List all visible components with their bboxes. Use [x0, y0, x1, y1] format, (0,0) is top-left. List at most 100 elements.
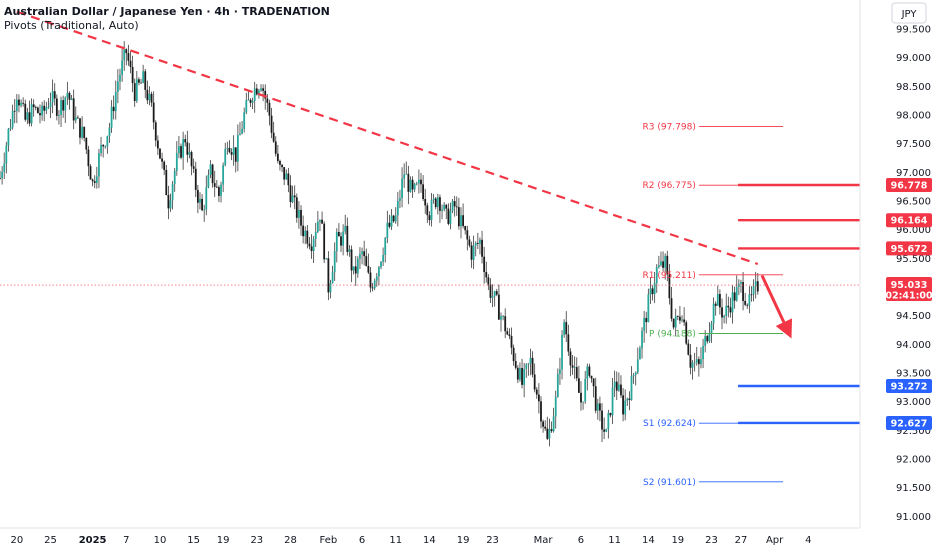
candle-body — [651, 288, 654, 295]
candle-body — [106, 136, 109, 147]
candle-body — [156, 140, 159, 149]
candle-body — [426, 205, 429, 216]
candle-body — [594, 386, 597, 411]
candle-body — [144, 71, 147, 90]
x-tick-label: Mar — [534, 535, 554, 546]
candle-body — [683, 319, 686, 323]
candle-body — [325, 258, 328, 260]
candle-body — [230, 152, 233, 155]
forecast-arrow-shaft — [760, 274, 786, 323]
candle-body — [546, 428, 549, 439]
candle-body — [554, 396, 557, 417]
candle-body — [735, 287, 738, 301]
candle-body — [540, 401, 542, 422]
candle-body — [316, 221, 319, 232]
candle-body — [348, 249, 351, 252]
forecast-arrow[interactable] — [760, 274, 793, 339]
candle-body — [668, 274, 671, 299]
candle-body — [756, 281, 759, 292]
candle-body — [424, 199, 427, 206]
level-price-tag — [886, 415, 932, 430]
candle-body — [407, 173, 410, 192]
candle-body — [382, 254, 385, 262]
candle-body — [394, 215, 397, 222]
downtrend-line[interactable] — [16, 10, 759, 266]
candle-body — [466, 230, 469, 240]
candle-body — [125, 49, 128, 54]
candle-body — [100, 144, 102, 154]
candle-body — [580, 392, 582, 403]
candle-body — [544, 426, 547, 429]
candle-body — [350, 249, 353, 271]
candle-body — [30, 104, 33, 124]
indicator-label[interactable]: Pivots (Traditional, Auto) — [4, 19, 139, 32]
chart-header: Australian Dollar / Japanese Yen · 4h · … — [4, 5, 330, 32]
candle-body — [569, 351, 572, 366]
candle-body — [83, 126, 86, 138]
candle-body — [241, 128, 243, 134]
candle-body — [662, 261, 664, 268]
candle-body — [390, 215, 393, 227]
candle-body — [298, 209, 300, 218]
y-tick-label: 94.500 — [896, 311, 931, 322]
x-tick-label: 23 — [486, 535, 499, 546]
candle-body — [634, 372, 637, 376]
candle-body — [577, 378, 580, 393]
candle-body — [192, 166, 195, 169]
candle-body — [702, 345, 704, 360]
candle-body — [127, 53, 130, 61]
candle-body — [165, 169, 168, 196]
candle-body — [302, 225, 305, 237]
candle-body — [670, 298, 673, 319]
candle-body — [251, 100, 254, 103]
candle-body — [327, 258, 330, 293]
candle-body — [750, 294, 753, 296]
level-price-tag — [886, 379, 932, 394]
candle-body — [211, 164, 214, 184]
candle-body — [664, 255, 667, 268]
candle-body — [700, 359, 702, 365]
candle-body — [523, 368, 526, 385]
candle-body — [285, 173, 288, 180]
candle-body — [361, 251, 363, 255]
candle-body — [354, 266, 357, 274]
candle-body — [110, 106, 113, 128]
candle-body — [417, 179, 420, 184]
candle-body — [630, 376, 633, 400]
candle-body — [199, 198, 201, 203]
price-axis[interactable]: 91.000 91.500 92.000 92.500 93.000 93.500 94.0… — [885, 24, 932, 523]
candle-body — [563, 322, 566, 335]
candle-body — [62, 100, 65, 111]
candle-body — [535, 389, 538, 395]
candle-body — [264, 90, 267, 99]
candle-body — [367, 265, 370, 273]
candle-body — [108, 127, 111, 137]
candle-body — [672, 318, 675, 328]
x-tick-label: 11 — [608, 535, 621, 546]
plot-area[interactable]: R3 (97.798) R2 (96.775) R1 (95.211) P (94.1… — [0, 10, 860, 488]
candle-body — [133, 83, 136, 101]
candle-body — [222, 165, 225, 185]
candle-body — [399, 198, 401, 201]
time-axis[interactable]: 20 25 2025 7 10 15 19 23 28 Feb 6 11 14 19 23 Mar 6 11 14 1… — [10, 535, 811, 546]
candle-body — [565, 322, 568, 335]
candle-body — [224, 148, 227, 166]
candle-body — [378, 267, 380, 277]
candle-body — [628, 398, 631, 400]
candle-body — [220, 184, 222, 196]
candle-body — [51, 91, 54, 103]
candle-body — [396, 200, 399, 216]
candle-body — [123, 49, 126, 61]
currency-badge-box — [891, 2, 927, 24]
candle-body — [260, 88, 262, 91]
candle-body — [365, 256, 368, 266]
current-price-label: 95.033 — [891, 280, 928, 291]
candle-body — [180, 146, 182, 158]
candle-body — [32, 104, 35, 108]
candle-body — [161, 158, 163, 162]
candle-body — [413, 183, 416, 190]
candle-body — [525, 364, 528, 369]
candle-body — [575, 367, 578, 379]
candle-body — [746, 304, 749, 306]
currency-badge[interactable]: JPY — [891, 2, 927, 24]
